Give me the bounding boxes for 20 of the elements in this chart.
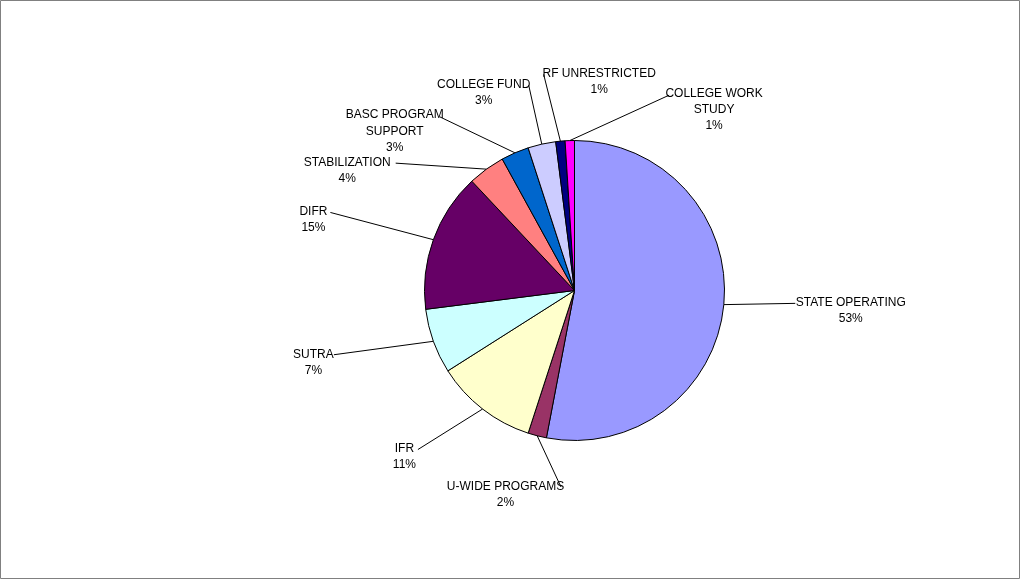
data-label: 2% xyxy=(496,494,515,509)
data-label: 15% xyxy=(301,220,326,235)
data-label: 3% xyxy=(385,139,404,154)
slice-label: COLLEGE FUND xyxy=(437,77,531,92)
slice-label: SUTRA xyxy=(293,346,334,361)
slice-label: IFR xyxy=(394,441,415,456)
slice-label: RF UNRESTRICTED xyxy=(542,66,657,81)
slice-label: STABILIZATION xyxy=(303,155,391,169)
data-label: 1% xyxy=(590,82,609,97)
data-label: 1% xyxy=(705,118,724,133)
slice-label: BASC PROGRAM SUPPORT xyxy=(345,107,444,138)
slice-label: U-WIDE PROGRAMS xyxy=(446,478,565,493)
data-label: 3% xyxy=(475,93,493,108)
slice-label: DIFR xyxy=(299,204,328,219)
data-label: 53% xyxy=(838,311,864,326)
data-label: 11% xyxy=(392,457,417,472)
data-label: 4% xyxy=(338,171,357,186)
slice-label: STATE OPERATING xyxy=(795,295,906,310)
data-label: 7% xyxy=(304,362,323,377)
slice-label: COLLEGE WORK STUDY xyxy=(665,85,763,116)
